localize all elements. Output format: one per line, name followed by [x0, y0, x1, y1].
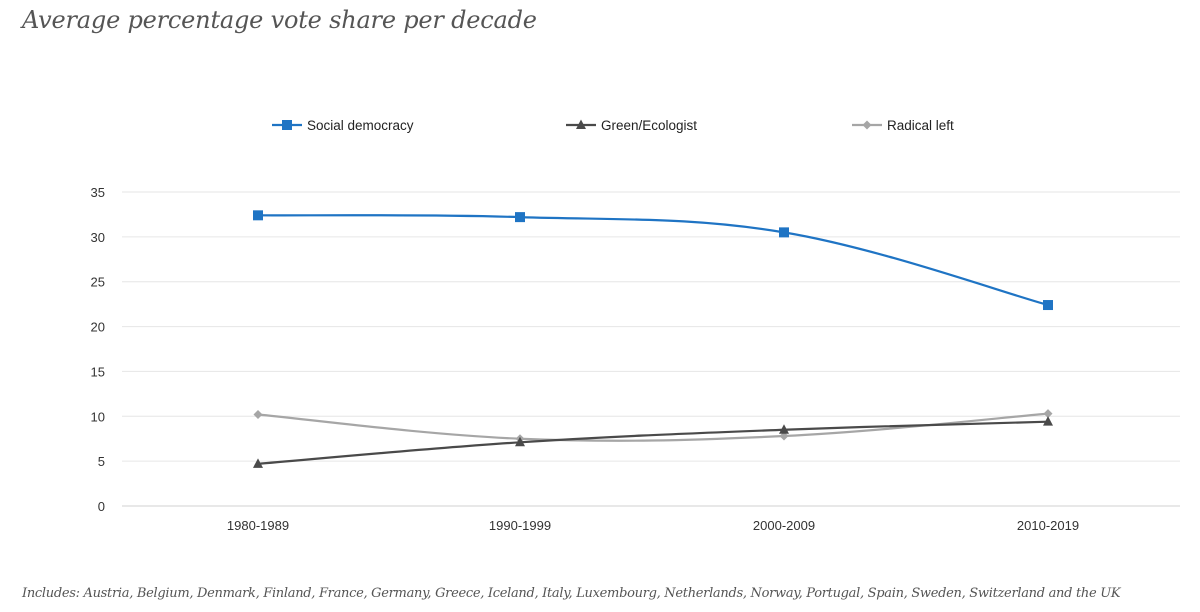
x-tick-label: 2010-2019	[1017, 518, 1079, 533]
green-ecologist-point	[253, 458, 263, 468]
green-ecologist-point	[779, 424, 789, 434]
x-tick-label: 1980-1989	[227, 518, 289, 533]
y-tick-label: 0	[98, 499, 105, 514]
legend-green-ecologist-label: Green/Ecologist	[601, 118, 697, 133]
y-tick-label: 20	[91, 320, 105, 335]
gridlines	[122, 191, 1180, 507]
radical-left-line	[257, 412, 1049, 442]
y-tick-label: 10	[91, 409, 105, 424]
x-tick-label: 1990-1999	[489, 518, 551, 533]
social-democracy-line	[257, 214, 1049, 307]
radical-left-point	[779, 431, 789, 441]
y-tick-label: 35	[91, 185, 105, 200]
legend-radical-left-marker	[862, 120, 872, 130]
legend: Social democracy Green/Ecologist Radical l…	[272, 118, 954, 133]
green-ecologist-point	[515, 436, 525, 447]
y-tick-label: 15	[91, 364, 105, 379]
line-chart: 0 5 10 15 20 25 30 35 1980-1989 1990-1999 2000-200…	[91, 118, 1180, 533]
social-democracy-point	[515, 212, 525, 223]
green-ecologist-point	[1043, 416, 1053, 426]
legend-green-ecologist-marker	[576, 119, 586, 129]
y-tick-label: 25	[91, 275, 105, 290]
chart-title: Average percentage vote share per decade	[22, 6, 537, 34]
social-democracy-point	[253, 210, 263, 221]
axis-labels: 0 5 10 15 20 25 30 35 1980-1989 1990-1999 2000-200…	[91, 185, 1080, 533]
footnote: Includes: Austria, Belgium, Denmark, Fin…	[22, 586, 1121, 601]
x-tick-label: 2000-2009	[753, 518, 815, 533]
radical-left-point	[253, 409, 263, 419]
legend-social-democracy-marker	[282, 120, 292, 130]
legend-radical-left-label: Radical left	[887, 118, 954, 133]
radical-left-point	[1043, 409, 1053, 419]
y-tick-label: 5	[98, 454, 105, 469]
legend-social-democracy-label: Social democracy	[307, 118, 414, 133]
social-democracy-point	[1043, 300, 1053, 311]
series-lines	[253, 210, 1053, 468]
green-ecologist-line	[257, 420, 1049, 465]
social-democracy-point	[779, 227, 789, 238]
y-tick-label: 30	[91, 230, 105, 245]
